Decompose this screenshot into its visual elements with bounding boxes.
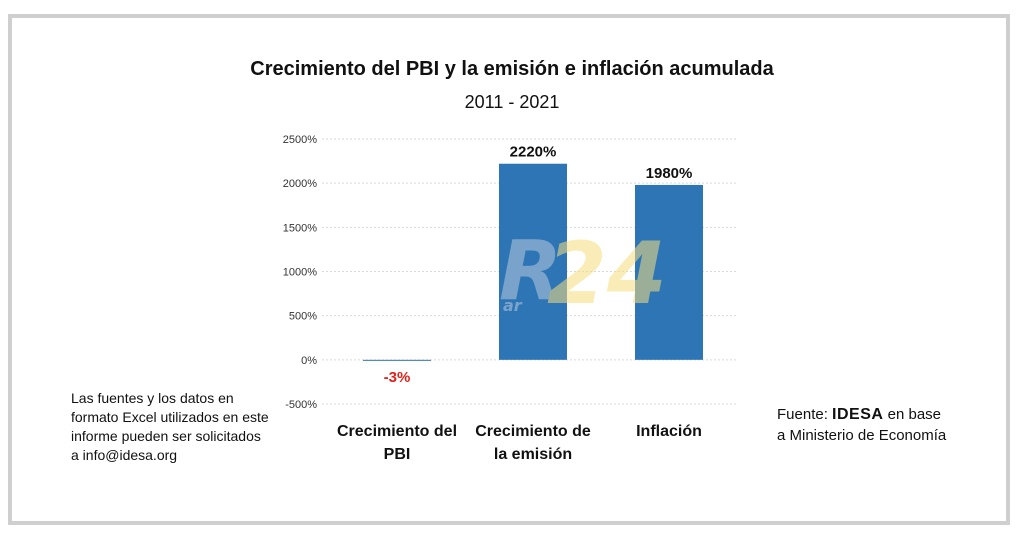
category-label: Inflación (636, 423, 702, 440)
source-suffix: en base a Ministerio de Economía (777, 406, 947, 444)
data-labels: -3% 2220% 1980% (384, 144, 693, 386)
y-tick-label: 1000% (283, 267, 317, 279)
y-tick-label: 500% (289, 311, 317, 323)
data-label: 1980% (646, 165, 693, 182)
watermark-logo: R 24 ar (497, 222, 667, 324)
data-label: -3% (384, 369, 411, 386)
bar (635, 184, 703, 360)
bar (363, 359, 431, 361)
y-axis-ticks: -500% 0% 500% 1000% 1500% 2000% 2500% (283, 134, 317, 411)
category-label: la emisión (494, 446, 572, 463)
chart-title: Crecimiento del PBI y la emisión e infla… (250, 58, 774, 80)
y-tick-label: 1500% (283, 222, 317, 234)
y-tick-label: 0% (301, 355, 317, 367)
category-label: PBI (384, 446, 411, 463)
category-labels: Crecimiento del PBI Crecimiento de la emisi… (337, 423, 702, 463)
source-org: IDESA (832, 406, 884, 423)
data-label: 2220% (510, 144, 557, 161)
watermark-small: ar (503, 296, 522, 315)
data-source-note: Las fuentes y los datos en formato Excel… (71, 390, 269, 463)
category-label: Crecimiento de (475, 423, 591, 440)
y-tick-label: 2000% (283, 178, 317, 190)
chart-subtitle: 2011 - 2021 (464, 92, 560, 112)
bars (363, 163, 703, 361)
y-tick-label: 2500% (283, 134, 317, 146)
watermark-number: 24 (547, 224, 667, 324)
bar (499, 163, 567, 360)
category-label: Crecimiento del (337, 423, 457, 440)
watermark-letter: R (499, 224, 563, 319)
y-tick-label: -500% (285, 399, 317, 411)
source-credit: Fuente: IDESA en base a Ministerio de Ec… (777, 404, 947, 446)
source-prefix: Fuente: (777, 406, 833, 423)
